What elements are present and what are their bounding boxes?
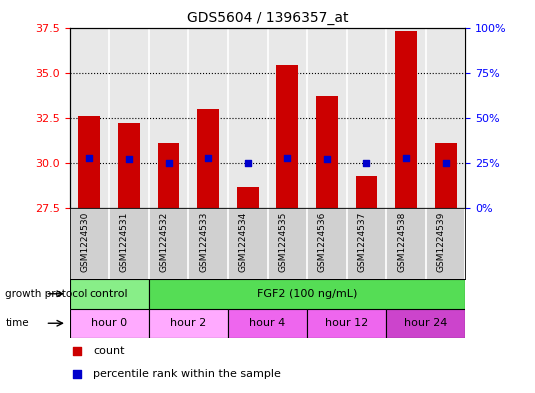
- Text: GSM1224536: GSM1224536: [318, 212, 327, 272]
- Bar: [307, 309, 386, 338]
- Bar: [79, 116, 100, 208]
- Bar: [237, 187, 258, 208]
- Text: time: time: [5, 318, 29, 328]
- Bar: [70, 309, 149, 338]
- Bar: [70, 279, 149, 309]
- Bar: [149, 279, 465, 309]
- Text: hour 12: hour 12: [325, 318, 368, 328]
- Text: GSM1224533: GSM1224533: [199, 212, 208, 272]
- Title: GDS5604 / 1396357_at: GDS5604 / 1396357_at: [187, 11, 348, 25]
- Bar: [386, 309, 465, 338]
- Text: GSM1224539: GSM1224539: [437, 212, 446, 272]
- Text: GSM1224538: GSM1224538: [397, 212, 406, 272]
- Bar: [197, 109, 219, 208]
- Text: GSM1224534: GSM1224534: [239, 212, 248, 272]
- Point: [73, 347, 82, 354]
- Point: [125, 156, 133, 163]
- Point: [204, 154, 212, 161]
- Bar: [149, 309, 228, 338]
- Text: FGF2 (100 ng/mL): FGF2 (100 ng/mL): [257, 289, 357, 299]
- Point: [402, 154, 410, 161]
- Text: GSM1224531: GSM1224531: [120, 212, 129, 272]
- Point: [85, 154, 94, 161]
- Bar: [316, 96, 338, 208]
- Bar: [228, 309, 307, 338]
- Text: GSM1224532: GSM1224532: [159, 212, 169, 272]
- Bar: [435, 143, 456, 208]
- Text: hour 4: hour 4: [249, 318, 286, 328]
- Point: [243, 160, 252, 166]
- Text: hour 0: hour 0: [91, 318, 127, 328]
- Bar: [118, 123, 140, 208]
- Bar: [277, 66, 298, 208]
- Text: percentile rank within the sample: percentile rank within the sample: [93, 369, 281, 379]
- Text: GSM1224537: GSM1224537: [357, 212, 366, 272]
- Text: GSM1224535: GSM1224535: [278, 212, 287, 272]
- Point: [283, 154, 292, 161]
- Bar: [395, 31, 417, 208]
- Text: hour 2: hour 2: [170, 318, 207, 328]
- Text: hour 24: hour 24: [404, 318, 448, 328]
- Text: growth protocol: growth protocol: [5, 289, 88, 299]
- Bar: [356, 176, 377, 208]
- Point: [362, 160, 371, 166]
- Text: count: count: [93, 346, 125, 356]
- Point: [73, 371, 82, 377]
- Point: [441, 160, 450, 166]
- Bar: [158, 143, 179, 208]
- Text: GSM1224530: GSM1224530: [80, 212, 89, 272]
- Point: [164, 160, 173, 166]
- Text: control: control: [90, 289, 128, 299]
- Point: [323, 156, 331, 163]
